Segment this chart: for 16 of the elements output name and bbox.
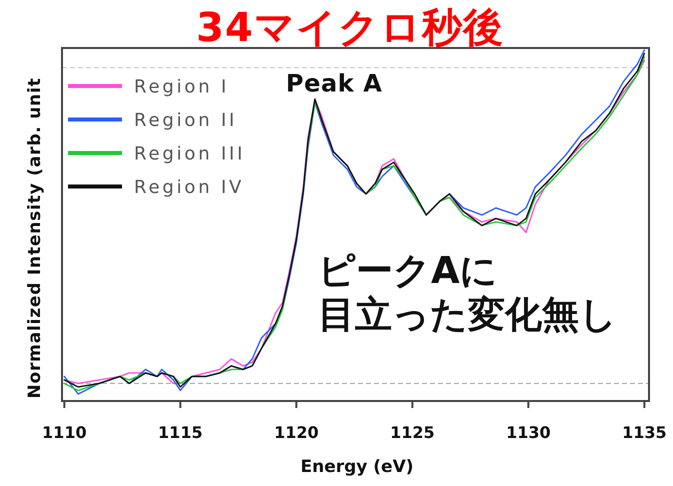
legend-label: Region II [134, 110, 238, 131]
x-tick-label: 1130 [506, 423, 551, 442]
legend-label: Region I [134, 76, 230, 98]
x-tick-label: 1115 [158, 423, 203, 442]
chart-title: 34マイクロ秒後 [196, 5, 504, 51]
x-tick-label: 1125 [390, 423, 435, 442]
annotation: Peak A [286, 70, 382, 98]
x-tick-label: 1120 [274, 423, 319, 442]
x-tick-label: 1135 [622, 423, 667, 442]
annotation: ピークAに [318, 249, 498, 292]
y-axis-title: Normalized Intensity (arb. unit [25, 77, 45, 399]
x-tick-label: 1110 [42, 423, 87, 442]
x-axis-title: Energy (eV) [300, 457, 414, 477]
legend-label: Region IV [134, 177, 244, 198]
annotation: 目立った変化無し [318, 293, 617, 336]
legend-label: Region III [134, 144, 246, 164]
